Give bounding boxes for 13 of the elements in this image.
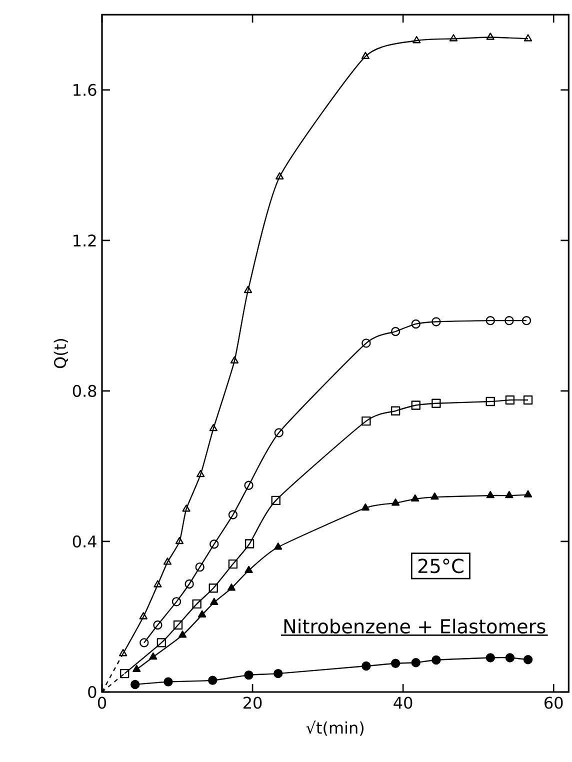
- y-tick-label: 1.2: [74, 234, 96, 246]
- y-tick-label: 1.6: [74, 84, 96, 96]
- x-tick-label: 20: [244, 696, 262, 709]
- annotation: 25°C: [418, 558, 464, 574]
- x-tick-label: 40: [394, 696, 412, 709]
- x-axis-title: √t(min): [306, 720, 364, 736]
- y-axis-title: Q(t): [54, 339, 68, 368]
- y-tick-label: 0: [88, 686, 96, 698]
- annotation: Nitrobenzene + Elastomers: [284, 618, 546, 634]
- x-tick-label: 60: [544, 696, 563, 709]
- y-tick-label: 0.8: [72, 384, 96, 398]
- x-tick-label: 0: [98, 696, 106, 709]
- y-tick-label: 0.4: [72, 535, 96, 548]
